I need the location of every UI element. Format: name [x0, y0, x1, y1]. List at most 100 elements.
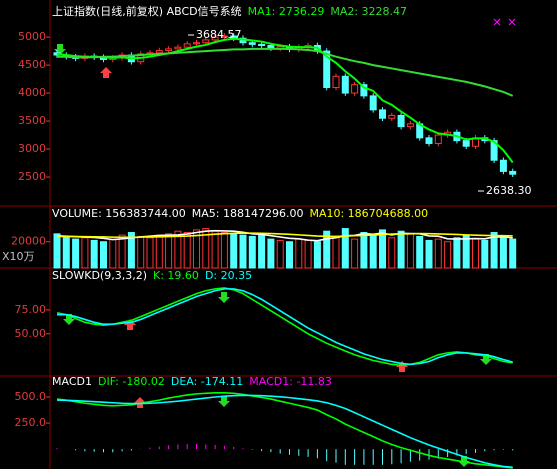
volume-bar — [509, 238, 517, 269]
volume-bar — [193, 229, 200, 269]
title: MACD1 — [52, 375, 92, 388]
signal-arrow — [218, 292, 230, 303]
volume-bar — [62, 235, 70, 269]
volume-bar — [258, 233, 266, 269]
candle-body — [360, 84, 368, 97]
candle-body — [425, 137, 433, 144]
y-tick-label: 4000 — [18, 86, 46, 99]
unit-label: X10万 — [2, 250, 35, 263]
panel-title: MACD1 DIF: -180.02 DEA: -174.11 MACD1: -11.… — [52, 375, 332, 388]
volume-bar — [100, 241, 107, 269]
candle-body — [165, 48, 173, 52]
candle-body — [369, 95, 377, 111]
volume-bar — [81, 237, 89, 269]
volume-bar — [369, 234, 377, 269]
series-line — [57, 47, 514, 97]
candle-body — [332, 75, 340, 88]
volume-bar — [462, 234, 470, 269]
panel-title: VOLUME: 156383744.00 MA5: 188147296.00 MA1… — [52, 207, 428, 220]
volume-bar — [304, 239, 312, 269]
candle-body — [211, 36, 219, 41]
candle-body — [155, 50, 163, 54]
volume-bar — [211, 230, 219, 269]
candle-body — [183, 43, 191, 48]
title: VOLUME: 156383744.00 — [52, 207, 186, 220]
candle-body — [174, 46, 182, 50]
volume-bar — [183, 232, 191, 269]
volume-bar — [453, 237, 461, 269]
legend-entry: MA2: 3228.47 — [330, 5, 407, 18]
signal-cross — [493, 18, 516, 26]
volume-bar — [351, 238, 359, 269]
volume-bar — [360, 232, 368, 269]
signal-arrow — [100, 67, 112, 78]
volume-bar — [295, 238, 303, 269]
volume-bar — [472, 238, 479, 269]
y-tick-label: 50.00 — [15, 327, 47, 340]
candle-body — [341, 75, 349, 94]
series-line — [56, 392, 513, 469]
candle-body — [397, 114, 405, 128]
volume-bar — [155, 234, 163, 269]
volume-bar — [341, 228, 349, 269]
y-tick-label: 500.0 — [15, 390, 47, 403]
signal-arrow — [54, 44, 66, 55]
candle-body — [406, 123, 414, 128]
volume-bar — [444, 241, 452, 269]
volume-bar — [118, 234, 126, 269]
legend-entry: K: 19.60 — [153, 269, 199, 282]
candle-body — [323, 50, 331, 88]
volume-bar — [220, 232, 228, 269]
volume-bar — [276, 239, 284, 269]
y-tick-label: 5000 — [18, 30, 46, 43]
y-tick-label: 2500 — [18, 170, 46, 183]
annotation: 2638.30 — [486, 184, 532, 197]
y-tick-label: 3500 — [18, 114, 46, 127]
volume-bar — [286, 241, 293, 269]
legend-entry: MA5: 188147296.00 — [192, 207, 304, 220]
annotation: 3684.57 — [196, 28, 242, 41]
volume-bar — [313, 241, 321, 269]
title: 上证指数(日线,前复权) ABCD信号系统 — [52, 4, 242, 18]
volume-bar — [425, 239, 433, 269]
volume-bar — [434, 238, 442, 269]
volume-bar — [90, 239, 98, 269]
candle-body — [509, 170, 517, 175]
signal-arrow — [218, 396, 230, 407]
signal-arrow — [396, 361, 408, 372]
volume-bar — [109, 238, 117, 269]
title: SLOWKD(9,3,3,2) — [52, 269, 147, 282]
panel-title: 上证指数(日线,前复权) ABCD信号系统 MA1: 2736.29 MA2: 32… — [52, 4, 407, 18]
volume-bar — [137, 235, 145, 269]
candle-body — [499, 159, 507, 172]
y-tick-label: 3000 — [18, 142, 46, 155]
legend-entry: DEA: -174.11 — [171, 375, 243, 388]
signal-arrow — [124, 319, 136, 330]
y-tick-label: 250.0 — [15, 416, 47, 429]
volume-bar — [416, 235, 424, 269]
volume-bar — [481, 239, 489, 269]
volume-bar — [267, 238, 275, 269]
series-line — [56, 287, 513, 367]
candle-body — [193, 42, 200, 45]
volume-bar — [388, 237, 396, 269]
candle-body — [379, 109, 386, 119]
volume-bar — [406, 233, 414, 269]
series-line — [57, 232, 513, 239]
candle-body — [202, 39, 210, 44]
volume-bar — [499, 237, 507, 269]
candle-body — [248, 42, 256, 45]
volume-bar — [165, 233, 173, 269]
volume-bar — [72, 238, 80, 269]
legend-entry: MA1: 2736.29 — [248, 5, 325, 18]
y-tick-label: 4500 — [18, 58, 46, 71]
volume-bar — [323, 230, 331, 269]
volume-bar — [174, 230, 182, 269]
volume-bar — [332, 235, 340, 269]
volume-bar — [490, 232, 498, 269]
volume-bar — [146, 237, 154, 269]
volume-bar — [127, 232, 135, 269]
volume-bar — [53, 233, 61, 269]
volume-bar — [379, 229, 386, 269]
